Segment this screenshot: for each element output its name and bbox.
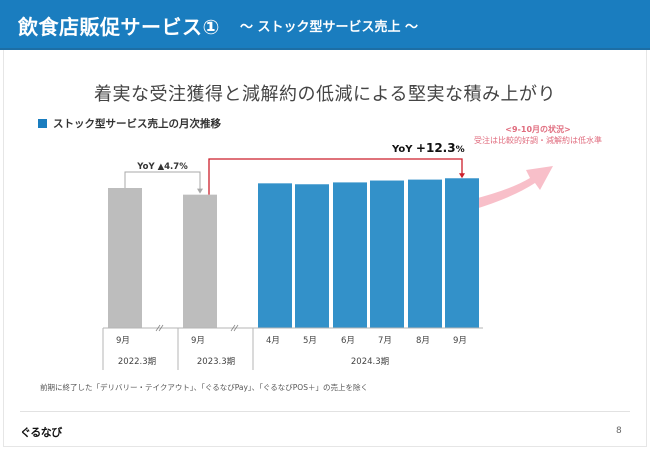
- yoy-connector-current: [208, 158, 463, 195]
- yoy-connector-prev: [124, 171, 201, 190]
- status-note-text: 受注は比較的好調・減解約は低水準: [474, 136, 602, 145]
- yoy-label-current: YoY +12.3%: [391, 141, 465, 155]
- page-number: 8: [616, 426, 622, 436]
- bar-6: [408, 179, 442, 328]
- axis-break-0-a: [155, 324, 161, 332]
- gurunavi-logo: ぐるなび: [20, 426, 62, 439]
- legend-label: ストック型サービス売上の月次推移: [53, 118, 221, 130]
- bar-1: [183, 194, 217, 328]
- legend-swatch: [38, 119, 47, 128]
- axis-break-0-b: [158, 324, 164, 332]
- yoy-connector-prev-arrowhead: [197, 188, 203, 194]
- x-tick-label: 9月: [453, 336, 467, 346]
- yoy-label-prev: YoY ▲4.7%: [136, 162, 188, 172]
- footer-divider: [20, 411, 630, 412]
- x-tick-label: 5月: [303, 336, 317, 346]
- period-label: 2024.3期: [351, 357, 389, 367]
- x-tick-label: 6月: [341, 336, 355, 346]
- footnote: 前期に終了した「デリバリー・テイクアウト」、「ぐるなびPay」、「ぐるなびPOS…: [40, 383, 368, 392]
- trend-arrow: [470, 166, 553, 210]
- yoy-connector-current-arrowhead: [459, 173, 465, 179]
- period-label: 2023.3期: [197, 357, 235, 367]
- status-note-title: <9-10月の状況>: [505, 125, 571, 134]
- slide-title: 飲食店販促サービス①: [18, 15, 220, 39]
- slide-header: 飲食店販促サービス① ～ ストック型サービス売上 ～: [0, 0, 650, 50]
- axis-break-1-b: [233, 324, 239, 332]
- axis-break-1-a: [230, 324, 236, 332]
- bar-0: [108, 188, 142, 328]
- x-tick-label: 4月: [266, 336, 280, 346]
- x-tick-label: 7月: [378, 336, 392, 346]
- headline: 着実な受注獲得と減解約の低減による堅実な積み上がり: [94, 84, 556, 105]
- slide-subtitle: ～ ストック型サービス売上 ～: [240, 20, 419, 35]
- bar-3: [295, 184, 329, 328]
- bar-7: [445, 178, 479, 328]
- slide-frame: [3, 50, 647, 447]
- chart-legend: ストック型サービス売上の月次推移: [38, 116, 221, 131]
- bar-2: [258, 183, 292, 328]
- status-note: <9-10月の状況> 受注は比較的好調・減解約は低水準: [468, 124, 608, 146]
- x-tick-label: 9月: [116, 336, 130, 346]
- period-label: 2022.3期: [118, 357, 156, 367]
- bar-4: [333, 182, 367, 328]
- bar-5: [370, 180, 404, 328]
- x-tick-label: 9月: [191, 336, 205, 346]
- x-tick-label: 8月: [416, 336, 430, 346]
